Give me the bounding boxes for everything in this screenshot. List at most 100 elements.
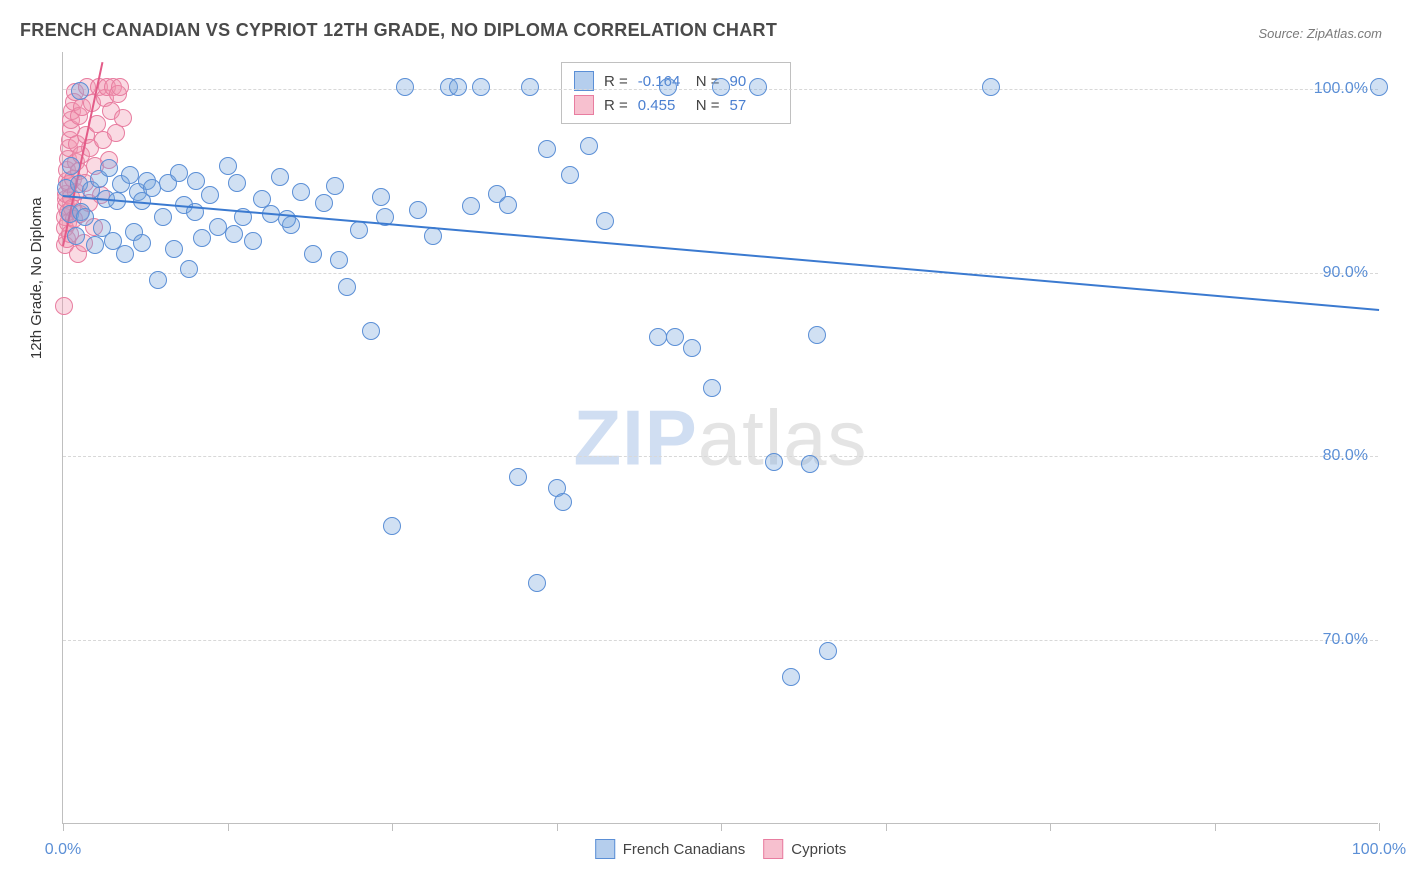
scatter-point bbox=[330, 251, 348, 269]
scatter-point bbox=[71, 82, 89, 100]
legend-label: Cypriots bbox=[791, 841, 846, 858]
scatter-point bbox=[554, 493, 572, 511]
scatter-point bbox=[271, 168, 289, 186]
y-tick-label: 90.0% bbox=[1323, 264, 1368, 282]
scatter-point bbox=[449, 78, 467, 96]
legend-item: French Canadians bbox=[595, 839, 746, 859]
source-label: Source: ZipAtlas.com bbox=[1258, 26, 1382, 41]
gridline bbox=[63, 456, 1378, 457]
scatter-point bbox=[62, 157, 80, 175]
scatter-point bbox=[170, 164, 188, 182]
scatter-point bbox=[292, 183, 310, 201]
scatter-point bbox=[819, 642, 837, 660]
scatter-point bbox=[801, 455, 819, 473]
scatter-point bbox=[76, 208, 94, 226]
watermark-b: atlas bbox=[698, 393, 868, 481]
x-tick bbox=[721, 823, 722, 831]
legend-r-value: 0.455 bbox=[638, 97, 686, 114]
legend-label: French Canadians bbox=[623, 841, 746, 858]
scatter-point bbox=[219, 157, 237, 175]
scatter-point bbox=[703, 379, 721, 397]
x-tick bbox=[557, 823, 558, 831]
scatter-point bbox=[304, 245, 322, 263]
x-tick bbox=[1379, 823, 1380, 831]
scatter-point bbox=[326, 177, 344, 195]
scatter-point bbox=[982, 78, 1000, 96]
scatter-point bbox=[350, 221, 368, 239]
scatter-point bbox=[114, 109, 132, 127]
scatter-point bbox=[649, 328, 667, 346]
scatter-point bbox=[521, 78, 539, 96]
x-tick bbox=[1050, 823, 1051, 831]
chart-title: FRENCH CANADIAN VS CYPRIOT 12TH GRADE, N… bbox=[20, 20, 777, 41]
scatter-point bbox=[154, 208, 172, 226]
y-tick-label: 80.0% bbox=[1323, 447, 1368, 465]
scatter-point bbox=[111, 78, 129, 96]
scatter-point bbox=[499, 196, 517, 214]
x-tick bbox=[1215, 823, 1216, 831]
scatter-point bbox=[538, 140, 556, 158]
scatter-point bbox=[712, 78, 730, 96]
scatter-point bbox=[659, 78, 677, 96]
scatter-point bbox=[55, 297, 73, 315]
legend-n-label: N = bbox=[696, 97, 720, 114]
legend-swatch bbox=[595, 839, 615, 859]
x-tick bbox=[392, 823, 393, 831]
scatter-point bbox=[666, 328, 684, 346]
x-tick bbox=[886, 823, 887, 831]
watermark: ZIPatlas bbox=[573, 392, 867, 483]
scatter-point bbox=[462, 197, 480, 215]
scatter-point bbox=[509, 468, 527, 486]
scatter-point bbox=[396, 78, 414, 96]
x-tick bbox=[63, 823, 64, 831]
legend-swatch bbox=[763, 839, 783, 859]
scatter-point bbox=[244, 232, 262, 250]
legend-swatch bbox=[574, 95, 594, 115]
scatter-point bbox=[187, 172, 205, 190]
scatter-point bbox=[228, 174, 246, 192]
scatter-point bbox=[596, 212, 614, 230]
scatter-point bbox=[765, 453, 783, 471]
scatter-point bbox=[808, 326, 826, 344]
watermark-a: ZIP bbox=[573, 393, 697, 481]
scatter-point bbox=[472, 78, 490, 96]
scatter-point bbox=[165, 240, 183, 258]
legend-r-label: R = bbox=[604, 73, 628, 90]
legend-bottom: French Canadians Cypriots bbox=[595, 839, 847, 859]
scatter-point bbox=[133, 234, 151, 252]
chart-container: FRENCH CANADIAN VS CYPRIOT 12TH GRADE, N… bbox=[0, 0, 1406, 892]
scatter-point bbox=[528, 574, 546, 592]
scatter-point bbox=[100, 159, 118, 177]
scatter-point bbox=[383, 517, 401, 535]
scatter-point bbox=[86, 236, 104, 254]
scatter-point bbox=[201, 186, 219, 204]
scatter-point bbox=[683, 339, 701, 357]
y-tick-label: 70.0% bbox=[1323, 631, 1368, 649]
scatter-point bbox=[749, 78, 767, 96]
scatter-point bbox=[315, 194, 333, 212]
scatter-point bbox=[180, 260, 198, 278]
legend-item: Cypriots bbox=[763, 839, 846, 859]
scatter-point bbox=[116, 245, 134, 263]
scatter-point bbox=[338, 278, 356, 296]
scatter-point bbox=[782, 668, 800, 686]
scatter-point bbox=[193, 229, 211, 247]
plot-area: ZIPatlas R =-0.164N =90R =0.455N =57 Fre… bbox=[62, 52, 1378, 824]
gridline bbox=[63, 640, 1378, 641]
legend-r-label: R = bbox=[604, 97, 628, 114]
scatter-point bbox=[409, 201, 427, 219]
legend-n-value: 57 bbox=[730, 97, 778, 114]
scatter-point bbox=[149, 271, 167, 289]
scatter-point bbox=[372, 188, 390, 206]
x-tick bbox=[228, 823, 229, 831]
scatter-point bbox=[1370, 78, 1388, 96]
scatter-point bbox=[121, 166, 139, 184]
scatter-point bbox=[225, 225, 243, 243]
scatter-point bbox=[580, 137, 598, 155]
y-axis-label: 12th Grade, No Diploma bbox=[28, 197, 45, 359]
x-axis-label: 0.0% bbox=[45, 841, 81, 859]
y-tick-label: 100.0% bbox=[1314, 80, 1368, 98]
scatter-point bbox=[561, 166, 579, 184]
scatter-point bbox=[67, 227, 85, 245]
x-axis-label: 100.0% bbox=[1352, 841, 1406, 859]
